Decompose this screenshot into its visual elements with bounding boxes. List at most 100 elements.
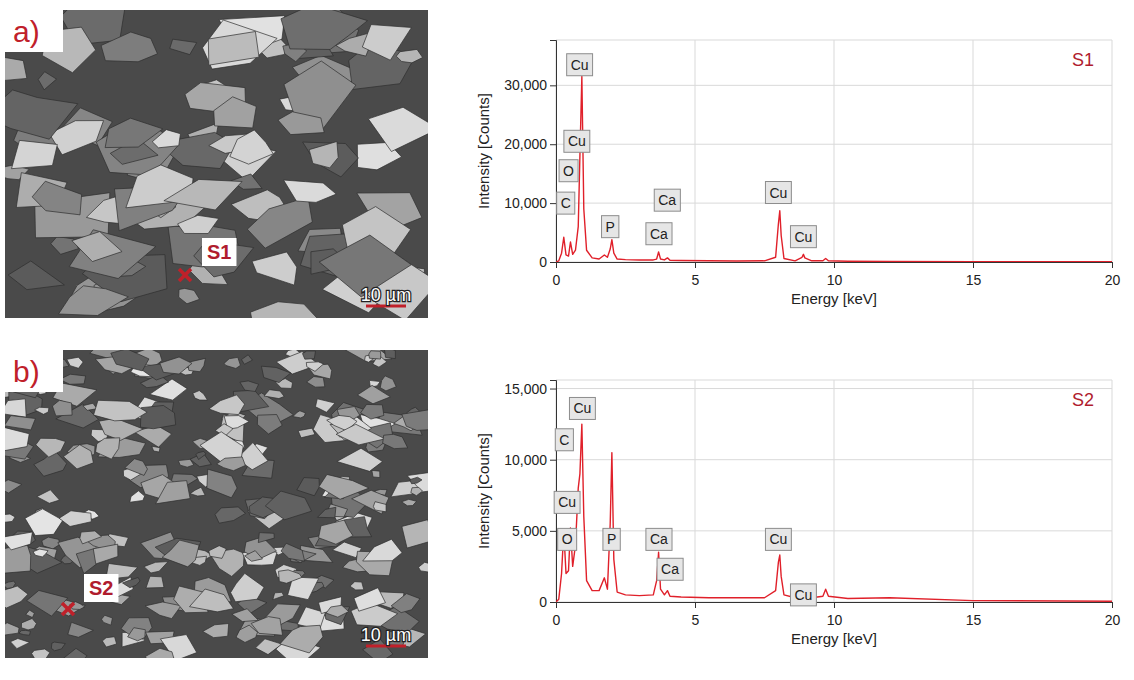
x-axis-title: Energy [keV] (791, 630, 877, 647)
figure-svg: a)S110 µmb)S210 µm05101520010,00020,0003… (0, 0, 1134, 680)
flake (96, 438, 120, 459)
flake (69, 230, 156, 279)
flake (160, 357, 192, 374)
peak-label: O (558, 528, 577, 550)
tick: 15 (966, 262, 982, 288)
grid-line (1112, 40, 1113, 262)
flake (362, 25, 411, 61)
axis-line (550, 41, 557, 263)
peak-label-text: P (607, 531, 616, 547)
letter-background (5, 350, 63, 392)
spot-label-background (202, 238, 236, 266)
tick: 20,000 (504, 136, 556, 152)
tick: 10 (827, 262, 843, 288)
flake (162, 540, 199, 567)
tick-mark (695, 262, 696, 268)
peak-label-box (564, 130, 590, 152)
tick-mark (695, 602, 696, 608)
flake (51, 237, 79, 255)
grid-line (556, 459, 1112, 460)
chart-title: S2 (1072, 390, 1094, 410)
image-panel: b)S210 µm (0, 342, 441, 665)
flake (60, 374, 86, 384)
flake (240, 381, 259, 392)
tick-label: 0 (553, 272, 561, 288)
flake (25, 509, 63, 536)
spot-label: S2 (89, 577, 113, 599)
grid-line (973, 40, 974, 262)
peak-label-text: O (562, 531, 573, 547)
spot-marker (62, 603, 74, 615)
peak-label-box (765, 528, 791, 550)
micrograph-background (5, 350, 428, 658)
y-axis-title: Intensity [Counts] (475, 433, 492, 549)
flake (208, 32, 259, 66)
flake (315, 399, 335, 413)
flake (361, 404, 384, 419)
flake (247, 197, 312, 248)
flake (5, 532, 32, 550)
tick-label: 0 (539, 594, 547, 610)
tick-mark (973, 602, 974, 608)
tick-label: 30,000 (504, 77, 547, 93)
flake (202, 20, 277, 69)
flake (326, 605, 349, 617)
grid (556, 40, 1112, 262)
peak-label: Cu (765, 528, 791, 550)
tick: 15 (966, 602, 982, 628)
peak-label-text: Cu (794, 229, 812, 245)
tick-mark (550, 144, 556, 145)
tick: 0 (539, 254, 556, 270)
flake (156, 481, 191, 504)
chart-title: S1 (1072, 50, 1094, 70)
tick-label: 5 (692, 272, 700, 288)
peak-label-text: C (561, 195, 571, 211)
tick-mark (550, 460, 556, 461)
spot-label: S1 (207, 241, 231, 263)
tick: 20 (1105, 262, 1121, 288)
flake (391, 594, 420, 613)
flake (146, 576, 164, 588)
spot-marker (179, 269, 191, 281)
flake (209, 546, 227, 559)
peak-label-box (657, 558, 683, 580)
flake (19, 630, 31, 635)
peak-label: Cu (564, 130, 590, 152)
flake (250, 302, 322, 318)
grid-line (556, 388, 1112, 389)
flake (130, 491, 145, 502)
flake (307, 376, 325, 387)
flake (264, 390, 284, 399)
flake (319, 520, 353, 544)
tick-label: 15 (966, 272, 982, 288)
plot-area (556, 424, 1112, 602)
peak-label-box (559, 160, 578, 182)
grid-line (556, 530, 1112, 531)
peak-label: Cu (790, 226, 816, 248)
tick-mark (550, 531, 556, 532)
figure: a)S110 µmb)S210 µm05101520010,00020,0003… (0, 0, 1134, 680)
spot-marker (179, 269, 191, 281)
peak-label-text: C (559, 432, 569, 448)
peak-label: Cu (569, 397, 595, 419)
tick: 0 (539, 594, 556, 610)
flake (350, 582, 364, 590)
tick: 20 (1105, 602, 1121, 628)
flake (152, 130, 180, 148)
flake (410, 477, 422, 483)
flake (258, 533, 274, 543)
flake (145, 648, 174, 658)
spectrum-chart: 0510152005,00010,00015,000Energy [keV]In… (475, 380, 1121, 647)
tick-label: 0 (539, 254, 547, 270)
tick: 15,000 (504, 381, 556, 397)
flake (123, 578, 141, 588)
plot-frame (556, 380, 1112, 381)
flake (303, 142, 359, 177)
flake (396, 49, 422, 62)
peak-label-box (567, 54, 593, 76)
scale-bar-label: 10 µm (361, 285, 411, 305)
peak-label: Ca (657, 558, 683, 580)
flake (297, 478, 320, 496)
peak-label-text: Cu (573, 400, 591, 416)
tick-mark (973, 262, 974, 268)
